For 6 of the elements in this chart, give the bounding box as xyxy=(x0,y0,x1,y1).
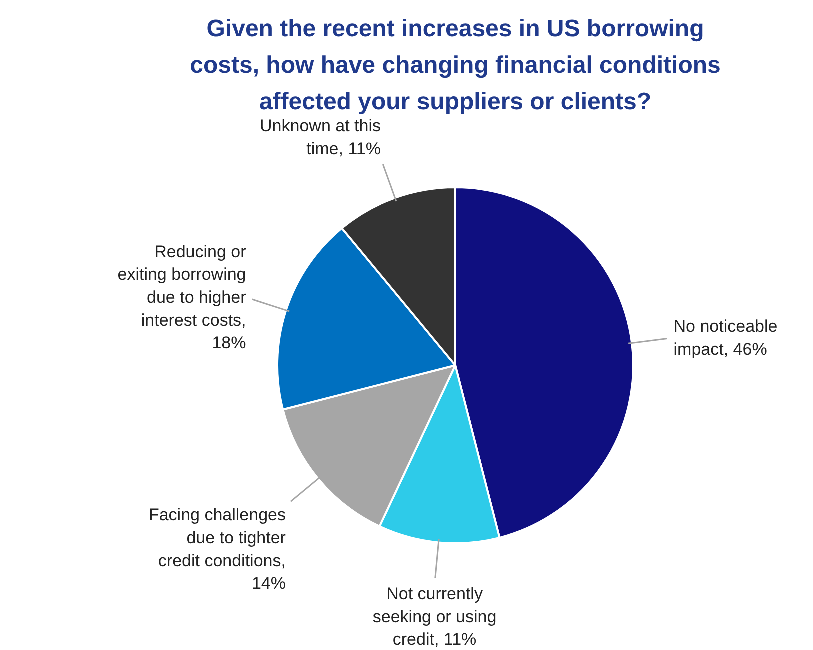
slice-label: Unknown at this time, 11% xyxy=(260,116,381,158)
slice-label: Facing challenges due to tighter credit conditions, 14% xyxy=(148,506,286,594)
slice-label: Reducing or exiting borrowing due to higher interest costs, 18% xyxy=(118,242,247,353)
slice-label: Not currently seeking or using credit, 11% xyxy=(372,584,497,650)
chart-title: Given the recent increases in US borrowing costs, how have changing financial conditions affected your suppliers or clients? xyxy=(190,16,721,116)
slice-label: No noticeable impact, 46% xyxy=(674,317,778,359)
